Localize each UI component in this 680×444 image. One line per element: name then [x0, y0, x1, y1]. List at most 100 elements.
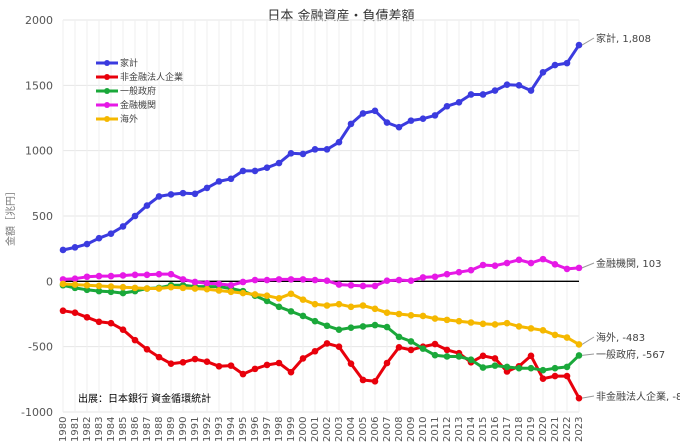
- data-point: [95, 272, 103, 280]
- data-point: [263, 292, 271, 300]
- data-point: [323, 302, 331, 309]
- data-point: [359, 302, 367, 309]
- y-axis-label: 金額［兆円］: [4, 186, 17, 246]
- data-point: [407, 312, 415, 319]
- y-tick-label: -500: [28, 341, 53, 354]
- data-point: [491, 87, 499, 94]
- data-point: [287, 368, 295, 376]
- data-point: [395, 310, 403, 318]
- data-point: [479, 352, 487, 360]
- data-point: [467, 319, 475, 326]
- data-point: [167, 270, 175, 278]
- data-point: [299, 150, 307, 158]
- x-tick-label: 2011: [430, 417, 441, 442]
- y-tick-label: -1000: [21, 406, 53, 419]
- x-tick-label: 1983: [94, 417, 105, 442]
- x-tick-label: 1990: [178, 417, 189, 442]
- data-point: [227, 175, 235, 183]
- end-label: 金融機関, 103: [596, 257, 661, 270]
- data-point: [527, 352, 535, 360]
- data-point: [551, 331, 559, 339]
- data-point: [59, 307, 67, 315]
- data-point: [83, 313, 91, 321]
- data-point: [419, 312, 427, 320]
- end-label-connector: [581, 37, 595, 46]
- data-point: [455, 317, 463, 325]
- data-point: [455, 353, 463, 360]
- y-tick-label: 1500: [25, 79, 53, 92]
- data-point: [83, 281, 91, 289]
- data-point: [71, 244, 79, 251]
- data-point: [431, 112, 439, 119]
- data-point: [167, 360, 175, 367]
- data-point: [383, 359, 391, 367]
- data-point: [239, 167, 247, 175]
- data-point: [347, 360, 355, 367]
- end-label-connector: [581, 353, 595, 356]
- x-tick-label: 1980: [58, 417, 69, 442]
- series-layer: [59, 41, 583, 402]
- x-tick-label: 2022: [562, 417, 573, 442]
- data-point: [215, 280, 223, 288]
- data-point: [107, 230, 115, 237]
- data-point: [563, 59, 571, 67]
- data-point: [107, 288, 115, 296]
- end-label-connector: [581, 395, 595, 399]
- data-point: [251, 276, 259, 284]
- data-point: [251, 167, 259, 175]
- data-point: [515, 364, 523, 372]
- data-point: [335, 343, 343, 350]
- legend-label: 家計: [120, 57, 138, 69]
- data-point: [395, 344, 403, 351]
- data-point: [515, 256, 523, 264]
- x-tick-label: 2023: [574, 417, 585, 442]
- end-label-connector: [581, 262, 595, 269]
- legend-label: 非金融法人企業: [120, 71, 183, 83]
- data-point: [143, 271, 151, 279]
- data-point: [179, 284, 187, 292]
- x-tick-label: 2018: [514, 417, 525, 442]
- data-point: [155, 270, 163, 278]
- x-tick-labels: 1980 1981 1982 1983 1984 1985 1986 1987 1988 1989…: [58, 417, 585, 442]
- x-tick-label: 2017: [502, 417, 513, 442]
- data-point: [155, 285, 163, 292]
- data-point: [323, 146, 331, 153]
- data-point: [71, 281, 79, 288]
- data-point: [131, 336, 139, 344]
- data-point: [491, 355, 499, 362]
- data-point: [479, 91, 487, 98]
- data-point: [359, 376, 367, 384]
- data-point: [371, 377, 379, 385]
- data-point: [515, 82, 523, 89]
- data-point: [191, 285, 199, 292]
- y-tick-labels: -1000 -500 0 500 1000 1500 2000: [21, 14, 53, 419]
- data-point: [299, 296, 307, 303]
- x-tick-label: 2012: [442, 417, 453, 442]
- data-point: [179, 189, 187, 197]
- data-point: [443, 353, 451, 360]
- data-point: [383, 309, 391, 316]
- data-point: [203, 279, 211, 287]
- data-point: [239, 278, 247, 286]
- data-point: [275, 159, 283, 167]
- x-tick-label: 2019: [526, 417, 537, 442]
- data-point: [59, 280, 67, 288]
- data-point: [359, 282, 367, 290]
- data-point: [191, 278, 199, 286]
- data-point: [263, 361, 271, 369]
- data-point: [419, 115, 427, 122]
- data-point: [467, 356, 475, 364]
- data-point: [479, 320, 487, 328]
- data-point: [335, 326, 343, 333]
- data-point: [71, 275, 79, 283]
- x-tick-label: 2016: [490, 417, 501, 442]
- data-point: [227, 362, 235, 369]
- data-point: [431, 351, 439, 359]
- y-tick-label: 0: [46, 275, 53, 288]
- series-4: [59, 255, 583, 290]
- end-label: 海外, -483: [596, 331, 645, 344]
- data-point: [263, 297, 271, 305]
- data-point: [515, 323, 523, 330]
- data-point: [407, 338, 415, 345]
